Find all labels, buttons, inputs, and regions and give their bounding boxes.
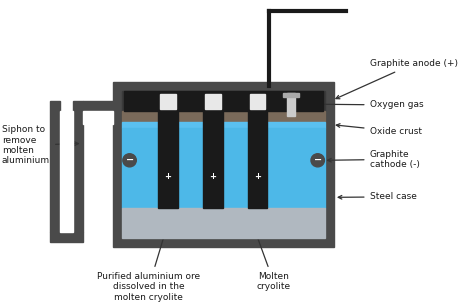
- Bar: [122, 208, 325, 238]
- Circle shape: [160, 169, 176, 184]
- Circle shape: [123, 154, 137, 167]
- Text: Siphon to
remove
molten
aluminium: Siphon to remove molten aluminium: [2, 125, 78, 165]
- Bar: [122, 91, 325, 238]
- Bar: [160, 94, 176, 109]
- Bar: [50, 233, 82, 242]
- Bar: [122, 122, 325, 128]
- Bar: [205, 94, 221, 109]
- Bar: [73, 101, 82, 233]
- Text: −: −: [314, 155, 322, 165]
- Bar: [203, 111, 223, 208]
- Text: +: +: [254, 172, 261, 181]
- Bar: [60, 111, 73, 233]
- Bar: [250, 94, 265, 109]
- Text: −: −: [126, 155, 134, 165]
- Circle shape: [205, 169, 221, 184]
- Bar: [247, 111, 267, 208]
- Text: +: +: [164, 172, 172, 181]
- Bar: [158, 111, 178, 208]
- Text: Purified aluminium ore
dissolved in the
molten cryolite: Purified aluminium ore dissolved in the …: [97, 227, 201, 302]
- Bar: [82, 111, 113, 124]
- Bar: [82, 101, 113, 111]
- Bar: [122, 128, 325, 208]
- Bar: [122, 111, 325, 122]
- Text: Oxide crust: Oxide crust: [336, 124, 421, 136]
- Text: +: +: [210, 172, 217, 181]
- Text: Molten
cryolite: Molten cryolite: [239, 188, 291, 291]
- Text: Graphite
cathode (-): Graphite cathode (-): [328, 150, 419, 169]
- Bar: [113, 82, 334, 247]
- Bar: [283, 93, 299, 98]
- Bar: [124, 91, 323, 111]
- Text: Graphite anode (+): Graphite anode (+): [336, 59, 457, 99]
- Text: Steel case: Steel case: [338, 192, 417, 201]
- Circle shape: [250, 169, 265, 184]
- Circle shape: [311, 154, 324, 167]
- Text: Oxygen gas: Oxygen gas: [303, 101, 423, 109]
- Bar: [50, 101, 60, 233]
- Bar: [287, 93, 295, 116]
